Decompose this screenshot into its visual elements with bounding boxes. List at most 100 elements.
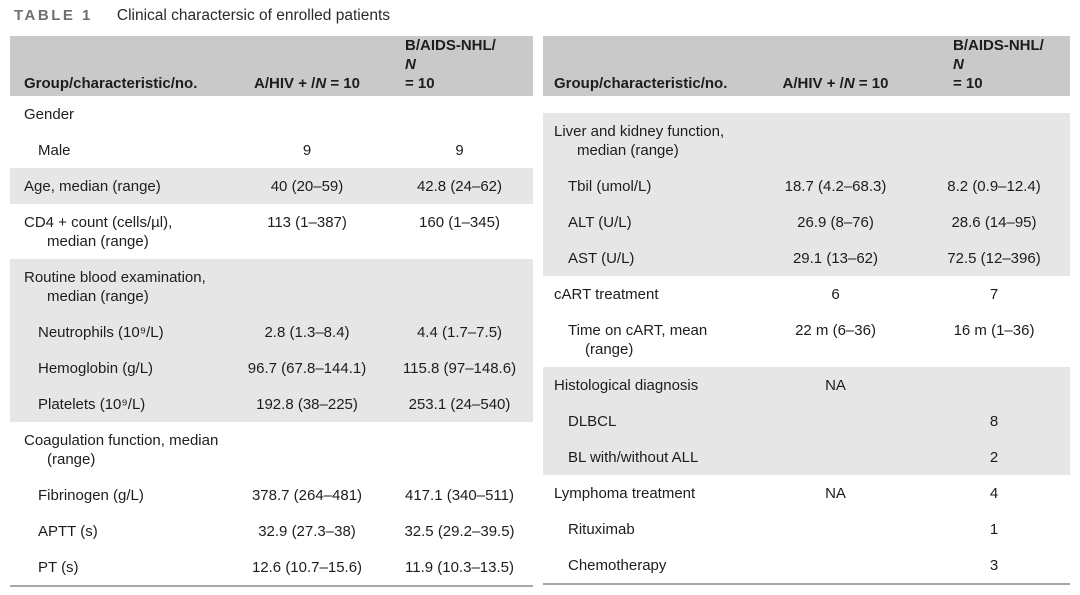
table-row: APTT (s) 32.9 (27.3–38) 32.5 (29.2–39.5) [10,513,533,549]
header-group-b-line2: N = 10 [405,55,533,93]
value-group-b: 16 m (1–36) [953,321,1035,339]
table-row: PT (s) 12.6 (10.7–15.6) 11.9 (10.3–13.5) [10,549,533,585]
table-header: Group/characteristic/no. A/HIV + /N = 10… [10,36,533,96]
row-label: Fibrinogen (g/L) [10,486,228,505]
table-number-label: TABLE 1 [14,7,93,24]
clinical-table-left-panel: Group/characteristic/no. A/HIV + /N = 10… [10,36,533,587]
table-row: Time on cART, mean (range) 22 m (6–36) 16 m… [543,312,1070,367]
row-label: Male [10,141,228,160]
row-label-line1: Age, median (range) [24,177,161,195]
value-group-b: 11.9 (10.3–13.5) [405,558,514,576]
row-label-line1: Histological diagnosis [554,376,699,394]
row-label-line1: Fibrinogen (g/L) [38,486,144,504]
value-group-a: 6 [831,285,840,303]
header-group-a-suffix: = 10 [326,75,360,92]
value-group-a: NA [825,484,846,502]
header-group-a-prefix: A/HIV + / [254,75,316,92]
table-header: Group/characteristic/no. A/HIV + /N = 10… [543,36,1070,96]
row-label-line1: Chemotherapy [568,556,667,574]
table-row: BL with/without ALL 2 [543,439,1070,475]
header-group-b-n: N [953,56,964,73]
table-row: AST (U/L) 29.1 (13–62) 72.5 (12–396) [543,240,1070,276]
header-group-a: A/HIV + /N = 10 [228,74,386,93]
header-group-a-n: N [843,75,855,92]
row-label: Liver and kidney function, median (range) [543,122,753,160]
value-group-b: 253.1 (24–540) [408,395,511,413]
header-group-a-n: N [315,75,327,92]
row-label: ALT (U/L) [543,213,753,232]
value-group-b: 7 [989,285,999,303]
row-label-line1: Platelets (10⁹/L) [38,395,146,413]
header-group-b-suffix: = 10 [405,75,435,92]
row-label-line2: median (range) [47,232,149,250]
row-label: Gender [10,105,228,124]
row-label-line1: Male [38,141,71,159]
value-group-a: NA [825,376,846,394]
row-label: DLBCL [543,412,753,431]
row-label: Tbil (umol/L) [543,177,753,196]
row-label: PT (s) [10,558,228,577]
row-label-line1: Gender [24,105,75,123]
row-label-line1: Coagulation function, median [24,431,219,449]
value-group-a: 2.8 (1.3–8.4) [264,323,350,341]
row-label-line1: AST (U/L) [568,249,635,267]
table-panels: Group/characteristic/no. A/HIV + /N = 10… [10,36,1070,587]
row-label: Platelets (10⁹/L) [10,395,228,414]
table-body: Gender Male 9 9 Age, median (range) 40 (20–59… [10,96,533,587]
value-group-a: 192.8 (38–225) [256,395,358,413]
value-group-b: 42.8 (24–62) [416,177,503,195]
row-label-line1: ALT (U/L) [568,213,632,231]
value-group-b: 8.2 (0.9–12.4) [947,177,1041,195]
header-group-b: B/AIDS-NHL/N = 10 [386,36,533,93]
table-row: Gender [10,96,533,132]
row-label-line2: (range) [47,450,96,468]
header-group-b-line1: B/AIDS-NHL/ [953,37,1044,54]
value-group-b: 160 (1–345) [419,213,500,231]
table-row: Male 9 9 [10,132,533,168]
row-label: Histological diagnosis [543,376,753,395]
row-label-line2: median (range) [577,141,679,159]
table-row: ALT (U/L) 26.9 (8–76) 28.6 (14–95) [543,204,1070,240]
header-group-characteristic: Group/characteristic/no. [24,75,198,92]
row-label: Time on cART, mean (range) [543,321,753,359]
table-row: Age, median (range) 40 (20–59) 42.8 (24–62… [10,168,533,204]
row-label: Neutrophils (10⁹/L) [10,323,228,342]
row-label-line1: Time on cART, mean [568,321,708,339]
row-label: cART treatment [543,285,753,304]
row-label-line1: Lymphoma treatment [554,484,696,502]
value-group-b: 9 [455,141,464,159]
value-group-a: 40 (20–59) [270,177,344,195]
row-label-line1: Tbil (umol/L) [568,177,652,195]
table-caption-row: TABLE 1 Clinical charactersic of enrolle… [14,7,390,25]
row-label-line1: CD4 + count (cells/µl), [24,213,173,231]
row-label: Chemotherapy [543,556,753,575]
row-label: Age, median (range) [10,177,228,196]
row-label-line1: cART treatment [554,285,659,303]
value-group-b: 3 [989,556,999,574]
table-row: Coagulation function, median (range) [10,422,533,477]
header-group-b-line2: N = 10 [953,55,1070,93]
row-label: CD4 + count (cells/µl), median (range) [10,213,228,251]
header-group-characteristic: Group/characteristic/no. [554,75,728,92]
header-group-a-suffix: = 10 [854,75,889,92]
row-label-line1: Liver and kidney function, [554,122,725,140]
value-group-a: 9 [302,141,312,159]
value-group-b: 2 [989,448,999,466]
table-row: Hemoglobin (g/L) 96.7 (67.8–144.1) 115.8 (… [10,350,533,386]
value-group-a: 32.9 (27.3–38) [258,522,356,540]
row-label-line1: PT (s) [38,558,79,576]
table-row: Platelets (10⁹/L) 192.8 (38–225) 253.1 (24… [10,386,533,422]
value-group-b: 417.1 (340–511) [405,486,514,504]
row-label: Rituximab [543,520,753,539]
row-label-line2: median (range) [47,287,149,305]
value-group-a: 26.9 (8–76) [797,213,874,231]
table-row: Chemotherapy 3 [543,547,1070,583]
table-row: Lymphoma treatment NA 4 [543,475,1070,511]
value-group-b: 1 [989,520,999,538]
value-group-a: 378.7 (264–481) [251,486,363,504]
clinical-table-right-panel: Group/characteristic/no. A/HIV + /N = 10… [543,36,1070,587]
header-group-b-line1: B/AIDS-NHL/ [405,37,496,54]
row-label-line1: BL with/without ALL [568,448,699,466]
table-caption-text: Clinical charactersic of enrolled patien… [116,7,391,24]
